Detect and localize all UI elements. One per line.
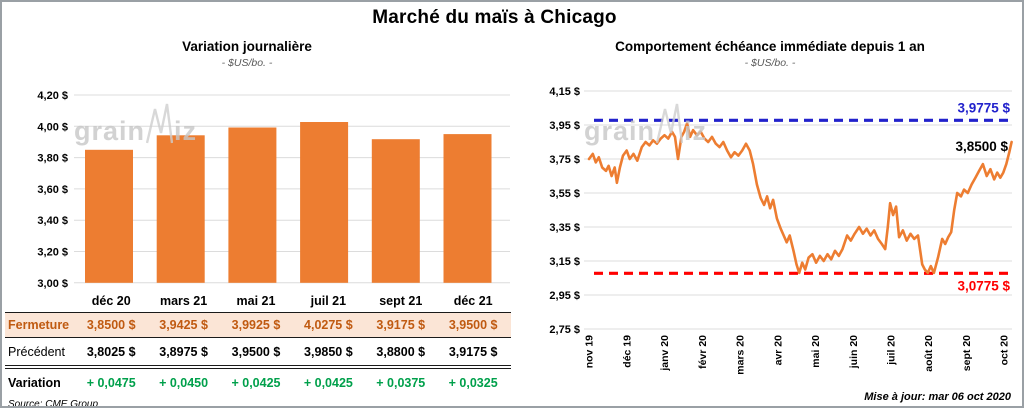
table-cell: 4,0275 $ — [304, 318, 353, 332]
source-label: Source: CME Group — [8, 399, 99, 408]
y-tick-label: 3,95 $ — [549, 120, 580, 132]
update-date-label: Mise à jour: mar 06 oct 2020 — [864, 391, 1011, 403]
table-row: Variation + 0,0475 + 0,0450 + 0,0425 + 0,042… — [5, 369, 511, 396]
bar-chart-subtitle: - $US/bo. - — [221, 57, 273, 69]
price-table: déc 20 mars 21 mai 21 juil 21 sept 21 déc 21 F… — [5, 290, 511, 408]
table-row: Précédent 3,8025 $ 3,8975 $ 3,9500 $ 3,9850 … — [5, 338, 511, 369]
y-tick-label: 3,40 $ — [37, 215, 68, 227]
x-tick-label: mars 20 — [735, 335, 747, 375]
column-header: sept 21 — [379, 294, 423, 308]
x-tick-label: janv 20 — [659, 335, 671, 372]
x-tick-label: févr 20 — [697, 335, 709, 369]
table-header-row: déc 20 mars 21 mai 21 juil 21 sept 21 déc 21 — [5, 290, 511, 312]
table-cell: 3,8025 $ — [86, 344, 136, 359]
x-tick-label: déc 19 — [621, 335, 633, 368]
y-tick-label: 4,20 $ — [37, 90, 68, 102]
table-cell: 3,8500 $ — [86, 318, 136, 332]
x-tick-label: mai 20 — [810, 335, 822, 368]
bar-chart-title: Variation journalière — [182, 39, 312, 54]
column-header: juil 21 — [310, 294, 347, 308]
y-tick-label: 3,35 $ — [549, 222, 580, 234]
bar — [228, 127, 277, 283]
y-tick-label: 3,55 $ — [549, 188, 580, 200]
front-month-line-chart: 4,15 $ 3,95 $ 3,75 $ 3,55 $ 3,35 $ 3,15 $ 2,95… — [549, 86, 1013, 375]
x-tick-label: nov 19 — [584, 335, 596, 368]
y-tick-label: 3,75 $ — [549, 154, 580, 166]
bar — [300, 122, 349, 283]
reference-line-label: 3,0775 $ — [957, 278, 1010, 293]
table-cell: 3,9500 $ — [231, 344, 281, 359]
x-tick-label: oct 20 — [999, 335, 1011, 366]
table-cell: 3,8800 $ — [376, 344, 426, 359]
y-tick-label: 3,60 $ — [37, 184, 68, 196]
x-tick-label: sept 20 — [961, 335, 973, 371]
bar — [85, 149, 133, 283]
row-label: Fermeture — [8, 318, 70, 332]
table-cell: 3,9925 $ — [231, 318, 281, 332]
y-tick-label: 4,15 $ — [549, 86, 580, 98]
table-cell: + 0,0425 — [303, 375, 353, 390]
page-title: Marché du maïs à Chicago — [372, 7, 617, 28]
x-tick-label: avr 20 — [772, 335, 784, 366]
row-label: Précédent — [8, 344, 65, 359]
y-tick-label: 3,20 $ — [37, 247, 68, 259]
table-cell: + 0,0425 — [231, 375, 281, 390]
y-tick-label: 2,95 $ — [549, 290, 580, 302]
line-chart-title: Comportement échéance immédiate depuis 1… — [615, 39, 925, 54]
table-cell: + 0,0450 — [159, 375, 209, 390]
column-header: déc 21 — [453, 294, 493, 308]
y-tick-label: 3,15 $ — [549, 256, 580, 268]
table-cell: 3,9425 $ — [159, 318, 208, 332]
y-tick-label: 4,00 $ — [37, 121, 68, 133]
column-header: mai 21 — [236, 294, 276, 308]
column-header: mars 21 — [159, 294, 208, 308]
table-cell: 3,9175 $ — [376, 318, 426, 332]
bar — [371, 139, 420, 283]
table-cell: + 0,0375 — [376, 375, 426, 390]
x-tick-label: juin 20 — [848, 335, 860, 369]
table-cell: 3,9850 $ — [304, 344, 353, 359]
y-tick-label: 2,75 $ — [549, 324, 580, 336]
table-row: Fermeture 3,8500 $ 3,9425 $ 3,9925 $ 4,0275 … — [5, 312, 511, 338]
y-tick-label: 3,80 $ — [37, 153, 68, 165]
bar — [156, 135, 205, 283]
table-cell: 3,8975 $ — [159, 344, 208, 359]
reference-line-label: 3,9775 $ — [957, 100, 1010, 115]
x-tick-label: juil 20 — [886, 335, 898, 366]
table-cell: + 0,0325 — [448, 375, 498, 390]
last-price-label: 3,8500 $ — [955, 139, 1008, 154]
daily-variation-bar-chart: 4,20 $ 4,00 $ 3,80 $ 3,60 $ 3,40 $ 3,20 $ 3,00… — [37, 90, 510, 290]
table-cell: 3,9175 $ — [448, 344, 498, 359]
y-tick-label: 3,00 $ — [37, 278, 68, 290]
price-line — [587, 121, 1013, 275]
table-cell: + 0,0475 — [86, 375, 136, 390]
row-label: Variation — [8, 375, 61, 390]
table-cell: 3,9500 $ — [448, 318, 498, 332]
line-chart-subtitle: - $US/bo. - — [744, 57, 796, 69]
column-header: déc 20 — [91, 294, 131, 308]
x-tick-label: août 20 — [923, 335, 935, 372]
bar — [443, 134, 492, 283]
